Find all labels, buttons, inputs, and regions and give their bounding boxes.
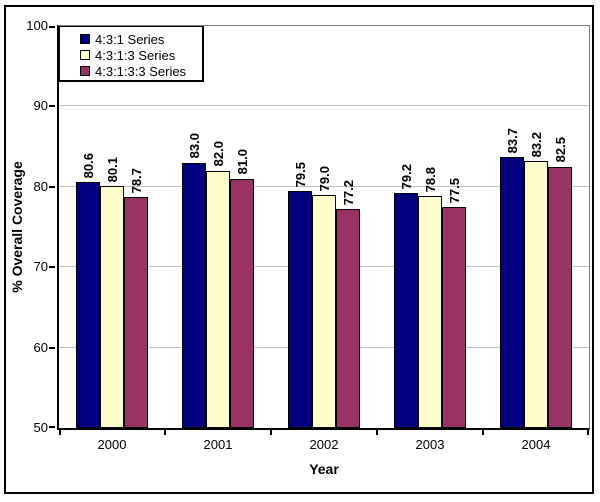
bar-label-text: 78.8 bbox=[422, 167, 438, 193]
bar-2003-series1 bbox=[394, 193, 418, 428]
bar-label-2004-series2: 83.2 bbox=[524, 132, 548, 157]
gridline-80 bbox=[59, 185, 589, 187]
bar-2001-series2 bbox=[206, 170, 230, 428]
bar-label-2003-series2: 78.8 bbox=[418, 167, 442, 192]
bar-label-text: 77.5 bbox=[446, 177, 462, 203]
x-axis-title: Year bbox=[309, 461, 339, 477]
bar-label-text: 82.0 bbox=[210, 141, 226, 167]
y-axis-title: % Overall Coverage bbox=[9, 161, 25, 293]
y-tick-label-60: 60 bbox=[33, 339, 48, 355]
bar-label-2000-series1: 80.6 bbox=[76, 153, 100, 178]
bar-2000-series3 bbox=[124, 197, 148, 428]
legend-swatch-series2-icon bbox=[80, 50, 90, 60]
bar-label-2003-series1: 79.2 bbox=[394, 164, 418, 189]
x-axis-tick-3 bbox=[376, 428, 378, 435]
bar-2000-series2 bbox=[100, 186, 124, 428]
x-tick-label-2003: 2003 bbox=[415, 437, 445, 452]
bar-label-text: 82.5 bbox=[552, 137, 568, 163]
bar-2000-series1 bbox=[76, 181, 100, 428]
bar-2001-series1 bbox=[182, 162, 206, 428]
bar-2002-series1 bbox=[288, 190, 312, 428]
bar-label-2002-series3: 77.2 bbox=[336, 180, 360, 205]
bar-label-2000-series2: 80.1 bbox=[100, 157, 124, 182]
bar-2001-series3 bbox=[230, 178, 254, 428]
bar-label-2001-series2: 82.0 bbox=[206, 141, 230, 166]
legend-swatch-series1-icon bbox=[80, 34, 90, 44]
bar-2003-series2 bbox=[418, 196, 442, 428]
legend-label-series1: 4:3:1 Series bbox=[95, 31, 165, 47]
bar-label-2002-series2: 79.0 bbox=[312, 166, 336, 191]
bar-label-2000-series3: 78.7 bbox=[124, 168, 148, 193]
bar-label-text: 79.2 bbox=[398, 163, 414, 190]
x-axis-tick-4 bbox=[482, 428, 484, 435]
y-tick-label-80: 80 bbox=[33, 178, 48, 194]
bar-label-text: 80.6 bbox=[80, 152, 96, 178]
x-tick-label-2002: 2002 bbox=[309, 437, 339, 452]
bar-label-text: 83.2 bbox=[528, 131, 544, 158]
gridline-90 bbox=[59, 105, 589, 107]
y-axis-tick-80 bbox=[49, 185, 55, 188]
y-tick-label-90: 90 bbox=[33, 98, 48, 114]
bar-2004-series1 bbox=[500, 157, 524, 428]
bar-label-2004-series1: 83.7 bbox=[500, 128, 524, 153]
bar-label-2001-series1: 83.0 bbox=[182, 133, 206, 158]
y-axis-tick-50 bbox=[49, 426, 55, 428]
bar-2004-series3 bbox=[548, 166, 572, 428]
bar-label-text: 79.5 bbox=[292, 161, 308, 187]
y-tick-label-50: 50 bbox=[33, 420, 48, 435]
bar-label-text: 77.2 bbox=[340, 180, 356, 206]
x-tick-label-2001: 2001 bbox=[203, 437, 233, 452]
legend-entry-series2: 4:3:1:3 Series bbox=[80, 47, 202, 63]
bar-2003-series3 bbox=[442, 206, 466, 428]
bar-label-text: 78.7 bbox=[128, 167, 144, 194]
y-axis-tick-100 bbox=[49, 26, 55, 28]
y-axis-tick-60 bbox=[49, 346, 55, 349]
bar-2002-series3 bbox=[336, 209, 360, 428]
y-tick-label-70: 70 bbox=[33, 259, 48, 275]
plot-area: Year 50 60 70 80 90 100 80.6 80.1 78.7 2000 83.0 82… bbox=[26, 18, 590, 477]
legend-label-series3: 4:3:1:3:3 Series bbox=[95, 63, 187, 79]
legend-entry-series3: 4:3:1:3:3 Series bbox=[80, 63, 202, 79]
bar-label-text: 79.0 bbox=[316, 165, 332, 191]
bar-2004-series2 bbox=[524, 161, 548, 428]
x-axis-tick-2 bbox=[270, 428, 272, 435]
y-axis-tick-90 bbox=[49, 105, 55, 108]
x-axis-tick-5 bbox=[587, 428, 589, 435]
x-tick-label-2004: 2004 bbox=[521, 437, 551, 452]
y-axis-tick-70 bbox=[49, 266, 55, 269]
x-axis-tick-0 bbox=[59, 428, 61, 435]
y-tick-label-100: 100 bbox=[26, 18, 48, 33]
legend-label-series2: 4:3:1:3 Series bbox=[95, 47, 176, 63]
bar-label-2003-series3: 77.5 bbox=[442, 178, 466, 203]
x-tick-label-2000: 2000 bbox=[97, 437, 127, 452]
bar-label-text: 81.0 bbox=[234, 149, 250, 175]
bar-label-text: 83.7 bbox=[504, 127, 520, 154]
bar-label-2002-series1: 79.5 bbox=[288, 162, 312, 187]
x-axis-tick-1 bbox=[164, 428, 166, 435]
bar-label-text: 83.0 bbox=[186, 133, 202, 159]
bar-label-2001-series3: 81.0 bbox=[230, 149, 254, 174]
bar-2002-series2 bbox=[312, 194, 336, 428]
legend-entry-series1: 4:3:1 Series bbox=[80, 31, 202, 47]
bar-label-text: 80.1 bbox=[104, 156, 120, 182]
legend-swatch-series3-icon bbox=[80, 66, 90, 76]
bar-label-2004-series3: 82.5 bbox=[548, 137, 572, 162]
legend: 4:3:1 Series 4:3:1:3 Series 4:3:1:3:3 Seri… bbox=[59, 26, 204, 82]
